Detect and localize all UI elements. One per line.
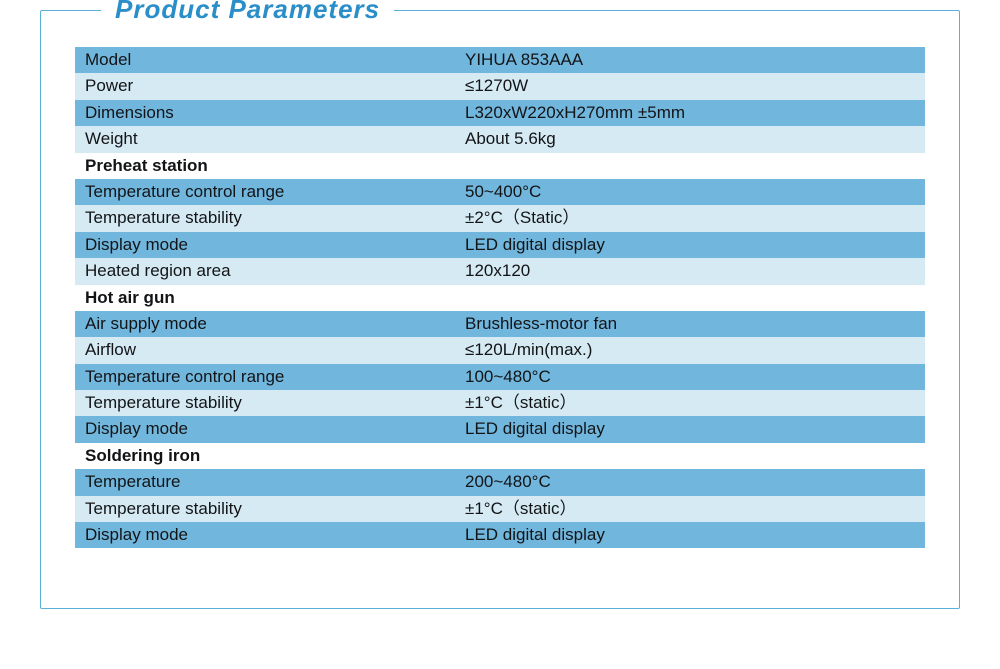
spec-label: Weight xyxy=(75,126,455,152)
spec-value: 50~400°C xyxy=(455,179,925,205)
spec-value: YIHUA 853AAA xyxy=(455,47,925,73)
spec-value: 100~480°C xyxy=(455,364,925,390)
table-row: Heated region area120x120 xyxy=(75,258,925,284)
section-header: Preheat station xyxy=(75,153,455,179)
spec-label: Dimensions xyxy=(75,100,455,126)
table-row: Air supply modeBrushless-motor fan xyxy=(75,311,925,337)
spec-value: ±1°C（static） xyxy=(455,390,925,416)
spec-label: Temperature stability xyxy=(75,205,455,231)
table-row: Display modeLED digital display xyxy=(75,522,925,548)
table-row: Temperature stability±1°C（static） xyxy=(75,390,925,416)
spec-label: Model xyxy=(75,47,455,73)
table-row: Temperature control range100~480°C xyxy=(75,364,925,390)
spec-value: ±1°C（static） xyxy=(455,496,925,522)
spec-value: 200~480°C xyxy=(455,469,925,495)
spec-value xyxy=(455,285,925,311)
table-row: WeightAbout 5.6kg xyxy=(75,126,925,152)
spec-value: L320xW220xH270mm ±5mm xyxy=(455,100,925,126)
spec-label: Display mode xyxy=(75,522,455,548)
spec-label: Temperature stability xyxy=(75,390,455,416)
section-header-row: Hot air gun xyxy=(75,285,925,311)
spec-value xyxy=(455,153,925,179)
table-row: Display modeLED digital display xyxy=(75,232,925,258)
spec-value: ≤1270W xyxy=(455,73,925,99)
table-row: Temperature200~480°C xyxy=(75,469,925,495)
spec-label: Air supply mode xyxy=(75,311,455,337)
spec-label: Temperature xyxy=(75,469,455,495)
table-row: Temperature control range50~400°C xyxy=(75,179,925,205)
spec-value xyxy=(455,443,925,469)
spec-value: 120x120 xyxy=(455,258,925,284)
table-row: ModelYIHUA 853AAA xyxy=(75,47,925,73)
spec-label: Temperature control range xyxy=(75,179,455,205)
section-header-row: Soldering iron xyxy=(75,443,925,469)
panel-title: Product Parameters xyxy=(101,0,394,25)
spec-label: Display mode xyxy=(75,232,455,258)
spec-value: ±2°C（Static） xyxy=(455,205,925,231)
section-header: Hot air gun xyxy=(75,285,455,311)
spec-label: Airflow xyxy=(75,337,455,363)
table-row: Power≤1270W xyxy=(75,73,925,99)
spec-label: Display mode xyxy=(75,416,455,442)
section-header-row: Preheat station xyxy=(75,153,925,179)
spec-value: ≤120L/min(max.) xyxy=(455,337,925,363)
spec-value: About 5.6kg xyxy=(455,126,925,152)
spec-value: LED digital display xyxy=(455,232,925,258)
spec-value: LED digital display xyxy=(455,522,925,548)
spec-value: Brushless-motor fan xyxy=(455,311,925,337)
parameters-panel: Product Parameters ModelYIHUA 853AAA Pow… xyxy=(40,10,960,609)
table-row: Display modeLED digital display xyxy=(75,416,925,442)
table-row: Temperature stability±2°C（Static） xyxy=(75,205,925,231)
table-row: Airflow≤120L/min(max.) xyxy=(75,337,925,363)
spec-label: Power xyxy=(75,73,455,99)
spec-label: Temperature control range xyxy=(75,364,455,390)
spec-table: ModelYIHUA 853AAA Power≤1270W Dimensions… xyxy=(75,47,925,548)
spec-label: Temperature stability xyxy=(75,496,455,522)
spec-label: Heated region area xyxy=(75,258,455,284)
section-header: Soldering iron xyxy=(75,443,455,469)
table-row: DimensionsL320xW220xH270mm ±5mm xyxy=(75,100,925,126)
spec-value: LED digital display xyxy=(455,416,925,442)
table-row: Temperature stability±1°C（static） xyxy=(75,496,925,522)
